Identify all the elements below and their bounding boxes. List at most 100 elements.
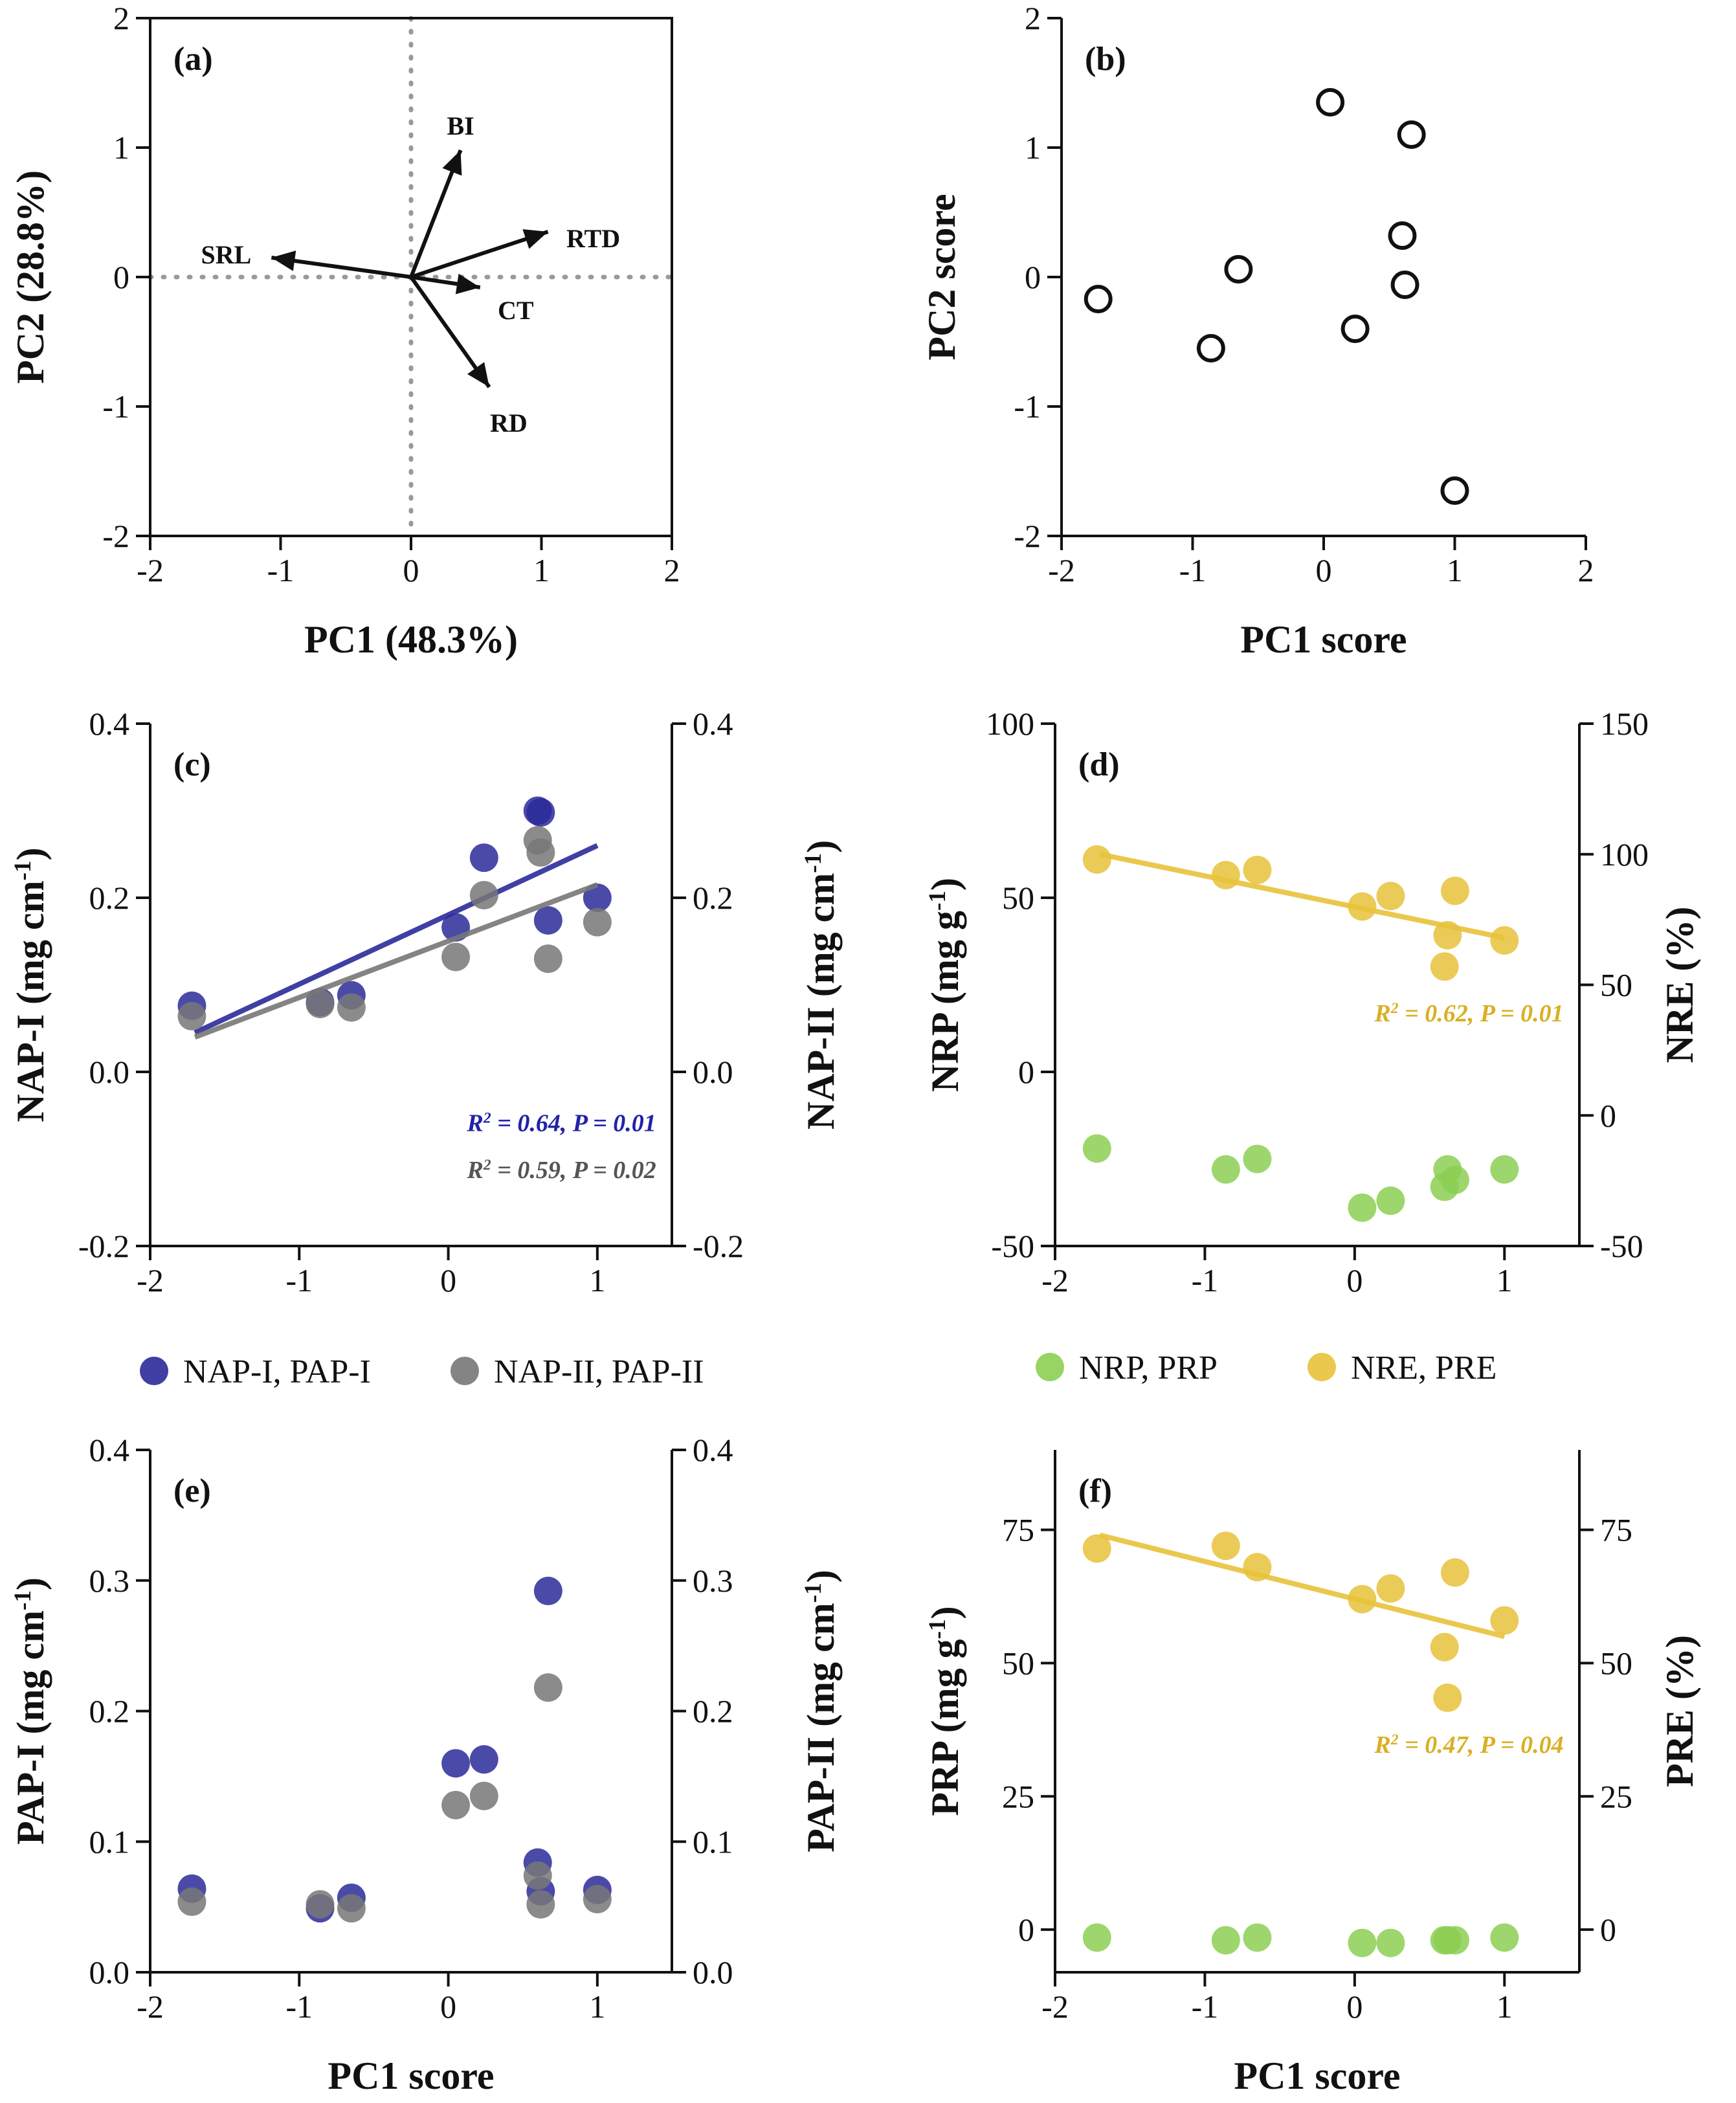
y-axis-title: PC2 score <box>920 194 963 360</box>
x-tick-label: -2 <box>137 1988 164 2025</box>
x-tick-label: -1 <box>285 1988 313 2025</box>
score-point <box>1341 315 1370 343</box>
x-tick-label: -2 <box>1048 552 1075 588</box>
x-tick-label: -1 <box>285 1262 313 1298</box>
x-tick-label: 1 <box>1497 1262 1513 1298</box>
data-point <box>1376 1928 1405 1957</box>
y-tick-label: -2 <box>102 518 129 554</box>
y-tick-label: 1 <box>113 129 129 166</box>
x-tick-label: 1 <box>1447 552 1463 588</box>
y-tick-label: 25 <box>1002 1778 1034 1814</box>
panel-label: (a) <box>173 41 213 78</box>
data-point <box>469 1745 498 1774</box>
y2-tick-label: 150 <box>1600 706 1649 742</box>
data-point <box>1211 1926 1240 1955</box>
y2-tick-label: 50 <box>1600 1645 1632 1681</box>
x-tick-label: 0 <box>1346 1988 1363 2025</box>
y-tick-label: 0 <box>1018 1054 1034 1090</box>
data-point <box>306 990 335 1019</box>
x-axis-title: PC1 score <box>1234 2054 1400 2097</box>
x-tick-label: -2 <box>137 552 164 588</box>
y-tick-label: 0 <box>113 259 129 295</box>
vector-arrowhead <box>271 250 296 271</box>
x-tick-label: -1 <box>1179 552 1207 588</box>
y-tick-label: 0.2 <box>89 1693 130 1730</box>
data-point <box>1082 1534 1111 1563</box>
y2-tick-label: 100 <box>1600 836 1649 873</box>
data-point <box>1376 882 1405 911</box>
y-tick-label: -50 <box>991 1228 1034 1264</box>
x-axis-title: PC1 (48.3%) <box>304 618 518 661</box>
data-point <box>583 884 612 912</box>
y2-tick-label: 0.0 <box>693 1054 733 1090</box>
data-point <box>1376 1574 1405 1603</box>
data-point <box>523 1861 552 1890</box>
score-point <box>1397 120 1426 149</box>
data-point <box>1433 1683 1462 1712</box>
y-tick-label: -1 <box>1014 388 1041 425</box>
x-tick-label: 1 <box>589 1262 605 1298</box>
data-point <box>1376 1186 1405 1216</box>
vector-label: RTD <box>566 224 620 253</box>
x-axis-title: PC1 score <box>328 2054 494 2097</box>
y-tick-label: -2 <box>1014 518 1041 554</box>
y2-axis-title: NRE (%) <box>1658 907 1701 1063</box>
data-point <box>441 942 471 972</box>
data-point <box>1243 1144 1272 1174</box>
y2-tick-label: 0.3 <box>693 1563 733 1599</box>
y-tick-label: 0.4 <box>89 1432 130 1468</box>
y-tick-label: 0 <box>1018 1911 1034 1948</box>
data-point <box>1490 1155 1519 1184</box>
x-tick-label: 2 <box>1578 552 1594 588</box>
fit-statistic: R2 = 0.59, P = 0.02 <box>467 1157 656 1184</box>
data-point <box>533 1576 562 1605</box>
y-tick-label: 0.3 <box>89 1563 130 1599</box>
legend-label: NRE, PRE <box>1351 1350 1497 1386</box>
x-tick-label: 0 <box>1316 552 1332 588</box>
panel-label: (d) <box>1078 746 1120 783</box>
data-point <box>469 843 498 873</box>
data-point <box>1082 1923 1111 1952</box>
data-point <box>583 1885 612 1914</box>
y2-tick-label: 0.2 <box>693 880 733 916</box>
score-point <box>1084 285 1113 313</box>
data-point <box>1440 1165 1469 1194</box>
y2-tick-label: 0 <box>1600 1911 1616 1948</box>
fit-statistic: R2 = 0.62, P = 0.01 <box>1374 1000 1563 1027</box>
y2-tick-label: 0.0 <box>693 1954 733 1990</box>
x-tick-label: -2 <box>137 1262 164 1298</box>
y2-tick-label: 50 <box>1600 967 1632 1003</box>
panel-label: (e) <box>173 1473 211 1509</box>
y-tick-label: 0.4 <box>89 706 130 742</box>
x-tick-label: 1 <box>589 1988 605 2025</box>
data-point <box>1490 926 1519 955</box>
legend-marker <box>140 1357 168 1385</box>
y2-tick-label: 0 <box>1600 1097 1616 1133</box>
x-axis-title: PC1 score <box>1240 618 1407 661</box>
data-point <box>1430 952 1459 981</box>
y-tick-label: 0.2 <box>89 880 130 916</box>
data-point <box>1490 1606 1519 1635</box>
data-point <box>337 1894 366 1923</box>
y-tick-label: 50 <box>1002 880 1034 916</box>
x-tick-label: 0 <box>440 1988 456 2025</box>
score-point <box>1196 334 1225 362</box>
vector-arrowhead <box>442 150 462 176</box>
data-point <box>177 1887 206 1917</box>
data-point <box>1211 861 1240 890</box>
x-tick-label: 0 <box>440 1262 456 1298</box>
fit-line <box>1099 851 1506 940</box>
y2-axis-title: NAP-II (mg cm-1) <box>799 840 842 1130</box>
data-point <box>1211 1531 1240 1561</box>
y-tick-label: 0.0 <box>89 1054 130 1090</box>
y2-axis-title: PRE (%) <box>1658 1635 1701 1787</box>
y-tick-label: 1 <box>1025 129 1041 166</box>
vector-arrowhead <box>455 273 480 295</box>
y-tick-label: 50 <box>1002 1645 1034 1681</box>
y2-tick-label: 25 <box>1600 1778 1632 1814</box>
y2-tick-label: 0.2 <box>693 1693 733 1730</box>
data-point <box>177 1001 206 1030</box>
legend-label: NAP-I, PAP-I <box>183 1353 371 1390</box>
data-point <box>1082 1134 1111 1163</box>
y-tick-label: 100 <box>986 706 1034 742</box>
